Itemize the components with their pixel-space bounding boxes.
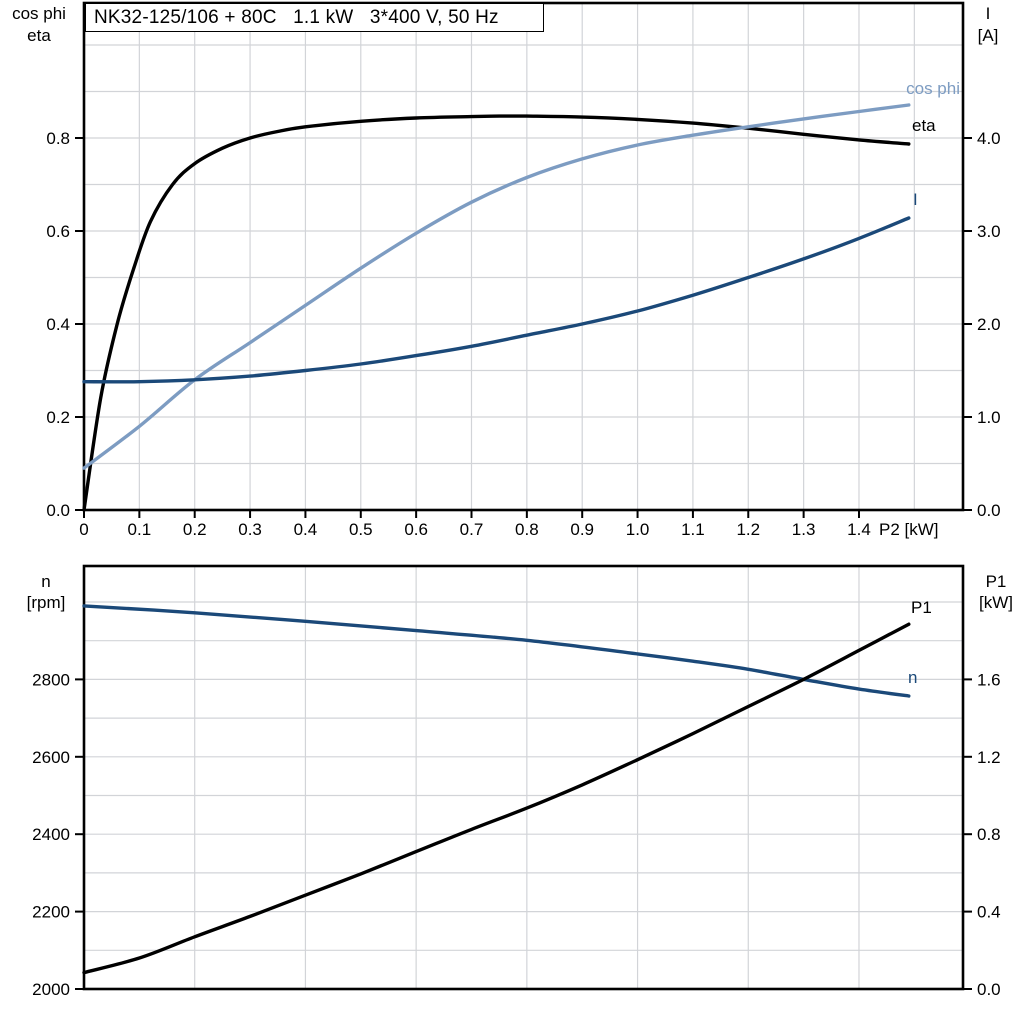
right-axis-tick-label: 0.0 xyxy=(977,980,1001,999)
right-axis-tick-label: 0.8 xyxy=(977,825,1001,844)
right-axis-tick-label: 1.6 xyxy=(977,670,1001,689)
left-axis-title: n xyxy=(41,572,50,591)
x-axis-tick-label: 0 xyxy=(79,520,88,539)
left-axis-tick-label: 0.4 xyxy=(46,315,70,334)
x-axis-tick-label: 0.6 xyxy=(404,520,428,539)
curve-label-P1: P1 xyxy=(911,598,932,617)
right-axis-title: I xyxy=(986,4,991,23)
x-axis-tick-label: 1.4 xyxy=(847,520,871,539)
right-axis-title: [A] xyxy=(978,26,999,45)
right-axis-title: [kW] xyxy=(979,593,1013,612)
left-axis-tick-label: 2000 xyxy=(32,980,70,999)
right-axis-tick-label: 0.0 xyxy=(977,501,1001,520)
right-axis-tick-label: 4.0 xyxy=(977,129,1001,148)
curve-label-eta: eta xyxy=(912,116,936,135)
x-axis-tick-label: 1.1 xyxy=(681,520,705,539)
left-axis-tick-label: 2200 xyxy=(32,903,70,922)
x-axis-tick-label: 0.9 xyxy=(570,520,594,539)
left-axis-tick-label: 2800 xyxy=(32,670,70,689)
curve-label-I: I xyxy=(913,190,918,209)
chart-title-box: NK32-125/106 + 80C 1.1 kW 3*400 V, 50 Hz xyxy=(85,3,544,32)
right-axis-tick-label: 2.0 xyxy=(977,315,1001,334)
plot-border xyxy=(82,1,965,512)
left-axis-tick-label: 0.6 xyxy=(46,222,70,241)
x-axis-tick-label: 0.3 xyxy=(238,520,262,539)
left-axis-title: eta xyxy=(27,26,51,45)
left-axis-title: cos phi xyxy=(12,4,66,23)
right-axis-tick-label: 1.0 xyxy=(977,408,1001,427)
x-axis-tick-label: 0.1 xyxy=(128,520,152,539)
left-axis-tick-label: 0.2 xyxy=(46,408,70,427)
left-axis-tick-label: 0.0 xyxy=(46,501,70,520)
series-curve-P1 xyxy=(82,622,911,975)
x-axis-tick-label: 1.3 xyxy=(792,520,816,539)
left-axis-tick-label: 0.8 xyxy=(46,129,70,148)
plot-border xyxy=(82,564,965,991)
x-axis-unit-label: P2 [kW] xyxy=(879,520,939,539)
right-axis-tick-label: 1.2 xyxy=(977,748,1001,767)
series-curve-n xyxy=(82,604,911,698)
curve-label-cos_phi: cos phi xyxy=(906,79,960,98)
left-axis-tick-label: 2600 xyxy=(32,748,70,767)
right-axis-tick-label: 3.0 xyxy=(977,222,1001,241)
right-axis-tick-label: 0.4 xyxy=(977,903,1001,922)
x-axis-tick-label: 0.4 xyxy=(294,520,318,539)
x-axis-tick-label: 1.0 xyxy=(626,520,650,539)
right-axis-title: P1 xyxy=(986,572,1007,591)
x-axis-tick-label: 0.8 xyxy=(515,520,539,539)
curve-label-n: n xyxy=(908,668,917,687)
series-curve-eta xyxy=(82,114,911,512)
left-axis-title: [rpm] xyxy=(27,593,66,612)
series-curve-I xyxy=(82,216,911,384)
x-axis-tick-label: 1.2 xyxy=(736,520,760,539)
x-axis-tick-label: 0.7 xyxy=(460,520,484,539)
series-curve-cos_phi xyxy=(82,103,911,470)
left-axis-tick-label: 2400 xyxy=(32,825,70,844)
x-axis-tick-label: 0.5 xyxy=(349,520,373,539)
x-axis-tick-label: 0.2 xyxy=(183,520,207,539)
